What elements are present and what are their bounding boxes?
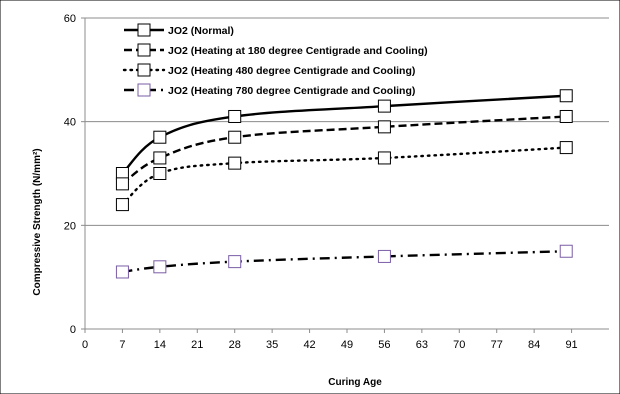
legend-label: JO2 (Heating at 180 degree Centigrade an… [168,45,428,57]
x-tick-label: 77 [491,339,503,351]
x-tick-label: 0 [82,339,88,351]
legend-label: JO2 (Heating 480 degree Centigrade and C… [168,65,415,77]
data-point-marker [377,151,391,165]
data-point-marker [559,141,573,155]
legend-swatch-marker [137,43,151,57]
series-layer [115,89,573,279]
x-tick-label: 49 [341,339,353,351]
series-4 [115,244,573,279]
data-point-marker [377,249,391,263]
x-tick-label: 70 [453,339,465,351]
grid-layer [85,17,609,226]
y-tick-label: 0 [70,324,76,336]
data-point-marker [115,198,129,212]
legend-item: JO2 (Normal) [124,23,234,37]
x-axis-title: Curing Age [328,377,382,388]
x-tick-label: 35 [266,339,278,351]
axes-layer: 0 20 40 60 0 7 14 21 28 35 42 49 56 63 70 77 84 91 [64,13,609,351]
data-point-marker [228,255,242,269]
data-point-marker [228,109,242,123]
data-point-marker [228,130,242,144]
series-2 [115,109,573,191]
y-tick-label: 40 [64,117,76,129]
series-1 [115,89,573,180]
x-tick-label: 42 [303,339,315,351]
data-point-marker [377,99,391,113]
data-point-marker [377,120,391,134]
x-tick-label: 7 [119,339,125,351]
x-tick-label: 28 [229,339,241,351]
data-point-marker [115,177,129,191]
legend-label: JO2 (Normal) [168,25,234,37]
data-point-marker [559,89,573,103]
legend: JO2 (Normal) JO2 (Heating at 180 degree C… [122,23,428,97]
x-tick-label: 63 [416,339,428,351]
data-point-marker [115,265,129,279]
data-point-marker [153,151,167,165]
legend-label: JO2 (Heating 780 degree Centigrade and C… [168,85,415,97]
legend-item: JO2 (Heating 780 degree Centigrade and C… [124,83,415,97]
series-3 [115,141,573,212]
data-point-marker [153,260,167,274]
series-line [122,250,567,274]
data-point-marker [559,244,573,258]
data-point-marker [153,130,167,144]
y-axis-title: Compressive Strength (N/mm²) [32,148,43,295]
data-point-marker [559,109,573,123]
y-tick-label: 20 [64,220,76,232]
x-tick-label: 14 [154,339,166,351]
y-tick-label: 60 [64,13,76,25]
data-point-marker [153,167,167,180]
legend-item: JO2 (Heating at 180 degree Centigrade an… [124,43,428,57]
legend-swatch-marker [137,63,151,77]
x-tick-label: 84 [528,339,540,351]
legend-item: JO2 (Heating 480 degree Centigrade and C… [122,63,415,77]
legend-swatch-marker [137,83,151,97]
x-tick-label: 91 [565,339,577,351]
x-tick-label: 56 [378,339,390,351]
data-point-marker [228,156,242,170]
legend-swatch-marker [137,23,151,37]
x-tick-label: 21 [191,339,203,351]
